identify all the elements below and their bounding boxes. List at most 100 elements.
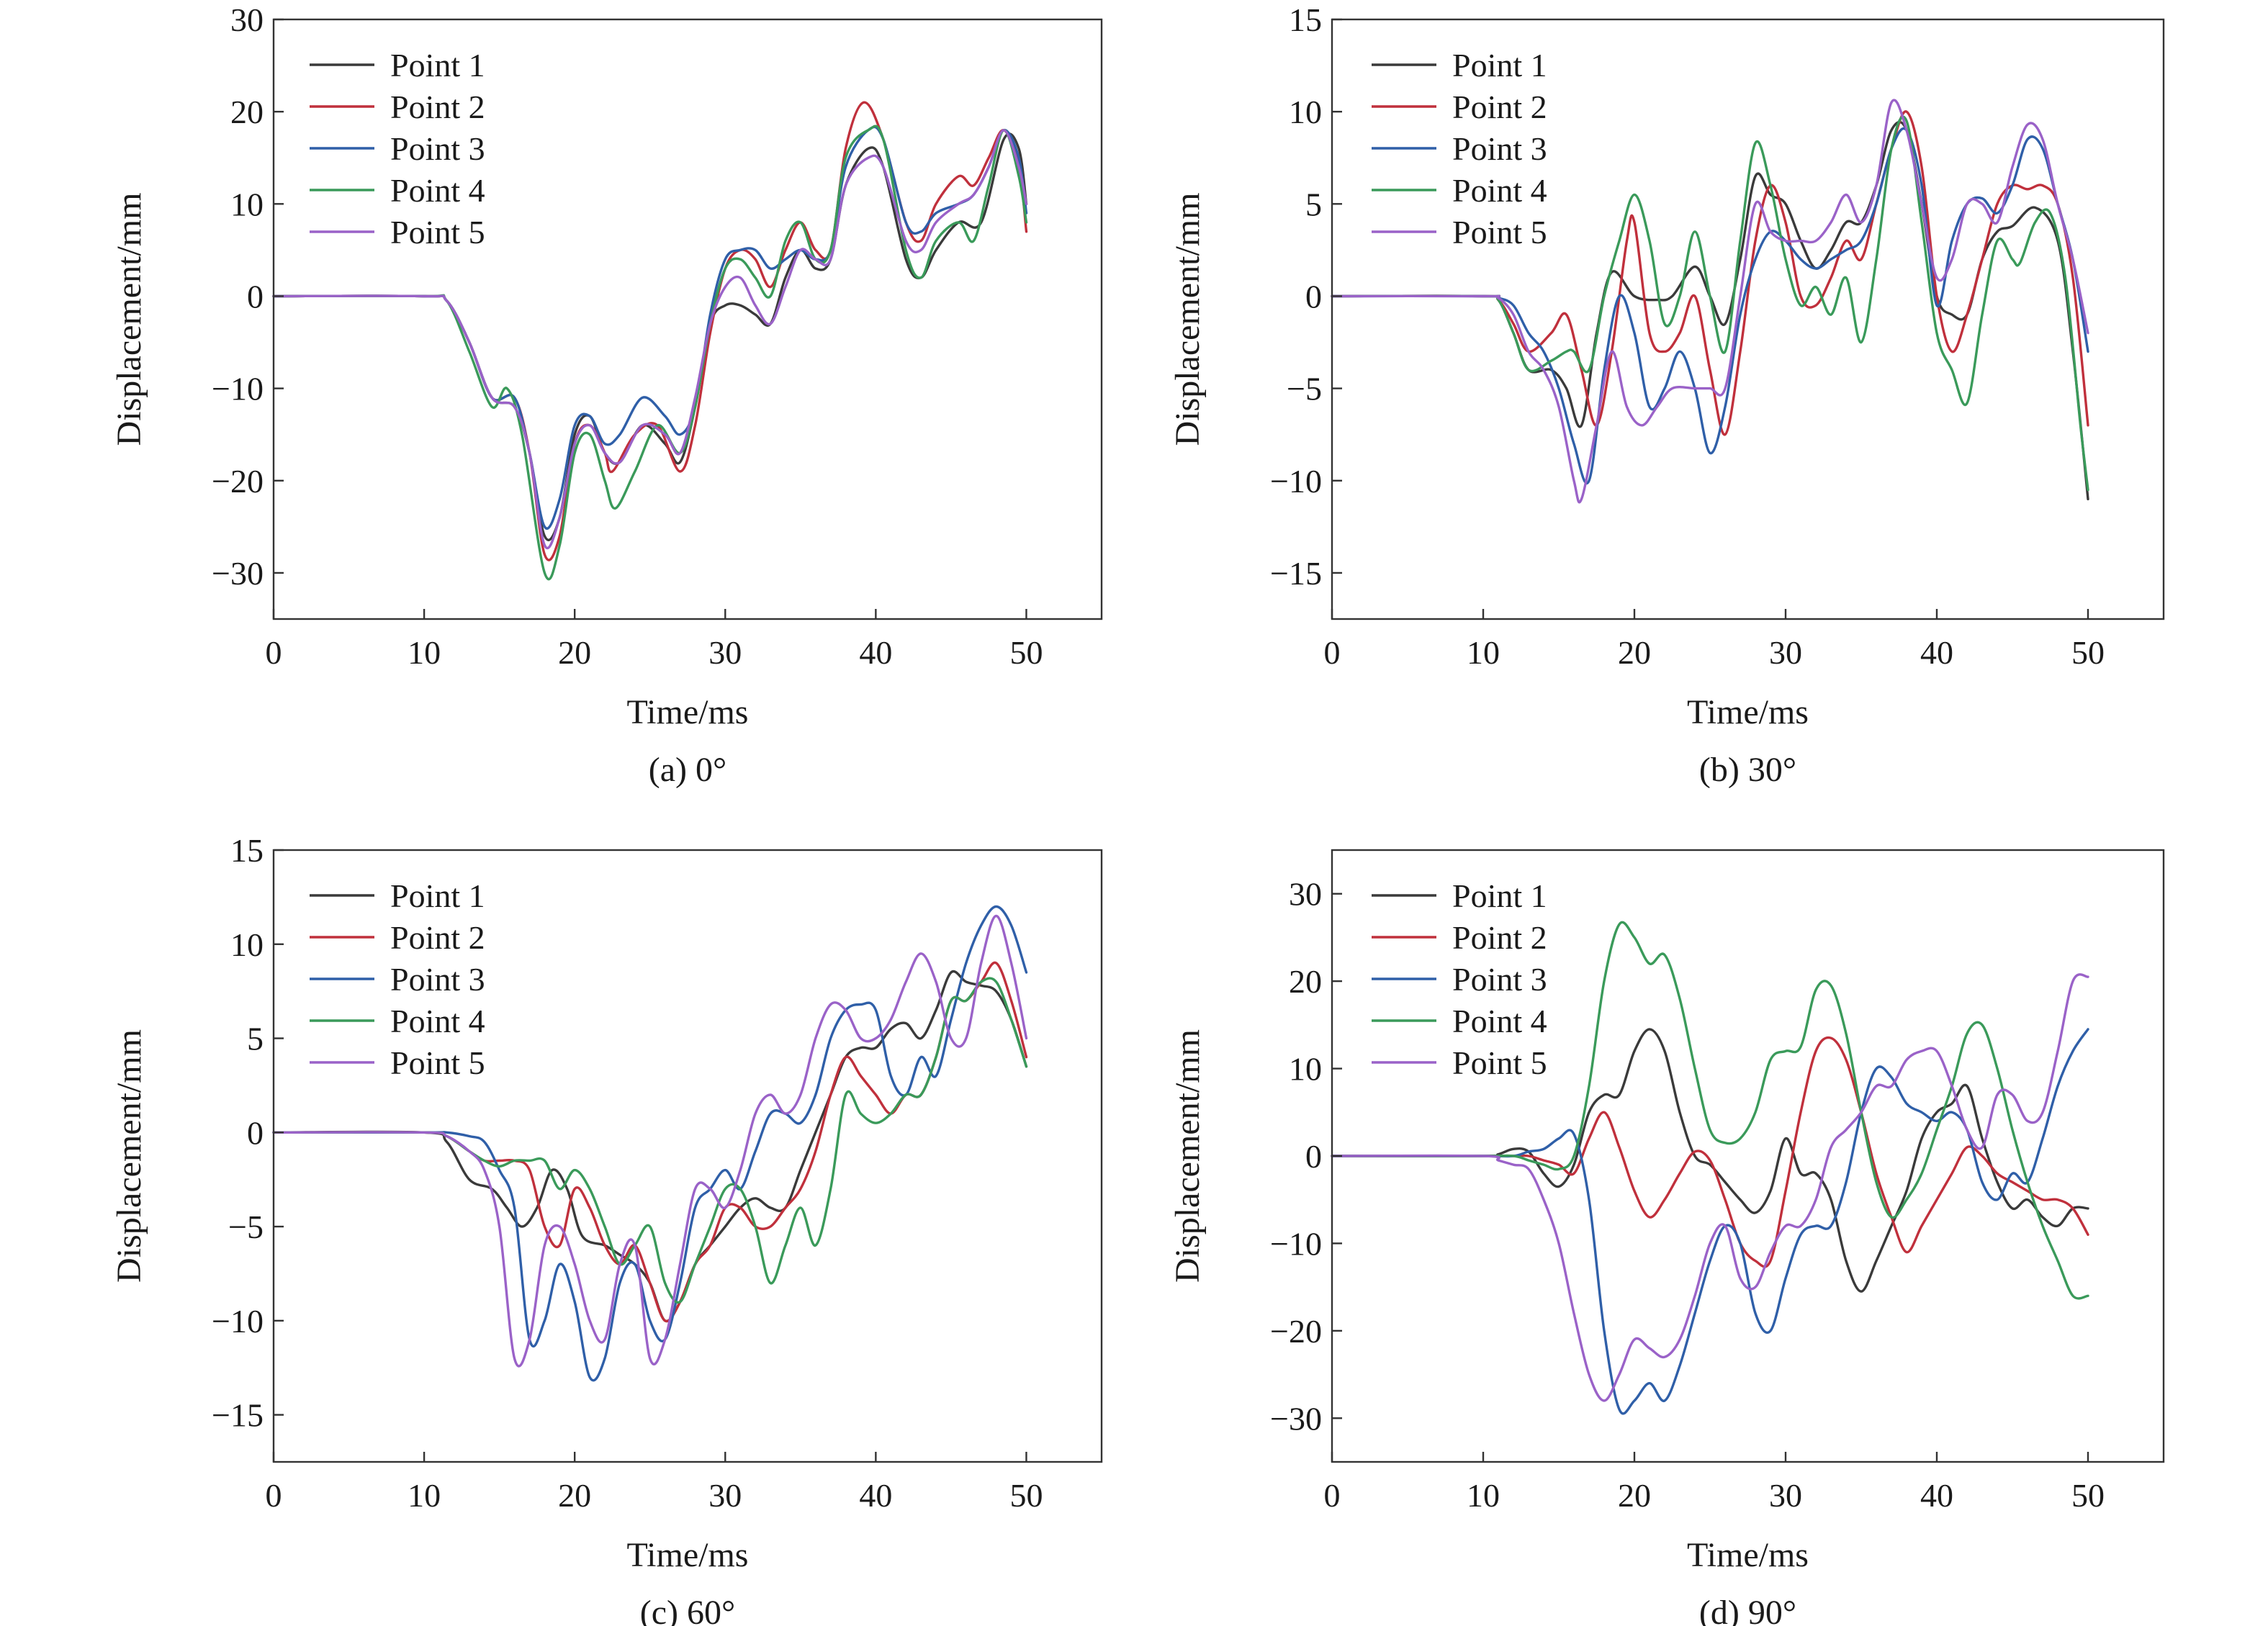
series-line-point-5 [1331,973,2089,1402]
series-lines [1331,921,2089,1415]
y-tick-label: −15 [212,1397,264,1434]
x-tick-label: 10 [1467,634,1500,671]
y-tick-label: −10 [1270,463,1322,500]
x-tick-label: 30 [708,634,742,671]
y-tick-label: 10 [230,186,264,222]
y-tick-label: 30 [1289,876,1322,913]
series-lines [1331,99,2089,504]
series-line-point-3 [1331,127,2089,484]
y-tick-label: −20 [212,463,264,500]
legend-label: Point 5 [1452,214,1547,250]
x-tick-label: 10 [408,634,441,671]
y-tick-label: 5 [1305,186,1322,222]
y-tick-label: 0 [1305,1138,1322,1175]
x-tick-label: 0 [1324,1477,1341,1514]
series-line-point-1 [272,132,1028,541]
y-axis-title: Displacement/mm [1169,1029,1207,1283]
x-tick-label: 0 [266,634,282,671]
legend-label: Point 2 [1452,89,1547,125]
plot-frame [272,849,1103,1463]
series-lines [272,101,1028,581]
series-line-point-4 [1331,921,2089,1300]
y-tick-label: −10 [1270,1225,1322,1262]
series-line-point-5 [1331,99,2089,504]
x-tick-label: 20 [558,634,591,671]
legend-label: Point 2 [1452,919,1547,956]
y-tick-label: −15 [1270,555,1322,592]
x-tick-label: 40 [1920,1477,1953,1514]
series-line-point-4 [272,125,1028,581]
y-tick-label: −10 [212,371,264,407]
panel-caption: (b) 30° [1699,751,1796,789]
plot-frame [272,18,1103,620]
y-tick-label: 10 [1289,1051,1322,1088]
legend: Point 1 Point 2 Point 3 Point 4 Point 5 [310,877,485,1081]
x-tick-label: 40 [859,1477,892,1514]
y-tick-label: −20 [1270,1313,1322,1350]
legend-label: Point 1 [1452,877,1547,914]
legend-label: Point 3 [390,961,485,998]
series-line-point-5 [272,914,1028,1368]
x-tick-label: 20 [1618,1477,1651,1514]
legend-label: Point 4 [390,172,485,209]
legend: Point 1 Point 2 Point 3 Point 4 Point 5 [310,47,485,250]
panel-caption: (d) 90° [1699,1594,1796,1626]
series-line-point-1 [1331,120,2089,501]
y-axis-title: Displacement/mm [110,193,148,446]
series-line-point-4 [1331,115,2089,492]
legend-label: Point 5 [1452,1044,1547,1081]
y-tick-label: 5 [247,1021,264,1057]
y-tick-label: 0 [247,1114,264,1151]
legend-label: Point 4 [1452,172,1547,209]
y-tick-label: −30 [1270,1400,1322,1437]
y-tick-label: 20 [230,94,264,130]
y-tick-label: −5 [1287,371,1322,407]
y-tick-label: −5 [228,1209,264,1245]
y-tick-label: 30 [230,1,264,38]
panel-a: 0 10 20 30 40 50 −30 −20 −10 0 10 20 30 Time/ms Displa… [110,1,1103,789]
y-tick-label: 10 [230,926,264,963]
legend: Point 1 Point 2 Point 3 Point 4 Point 5 [1372,47,1547,250]
x-axis-title: Time/ms [627,693,749,731]
legend-label: Point 2 [390,919,485,956]
x-tick-label: 20 [1618,634,1651,671]
x-tick-label: 30 [708,1477,742,1514]
x-tick-label: 40 [1920,634,1953,671]
legend-label: Point 2 [390,89,485,125]
panel-c: 0 10 20 30 40 50 −15 −10 −5 0 5 10 15 Time/ms Displace… [110,832,1103,1626]
x-tick-label: 30 [1769,1477,1802,1514]
legend-label: Point 4 [1452,1003,1547,1039]
x-tick-label: 40 [859,634,892,671]
y-tick-label: 15 [1289,1,1322,38]
legend-label: Point 5 [390,1044,485,1081]
plot-frame [1331,18,2165,620]
legend-label: Point 1 [390,47,485,83]
panel-caption: (c) 60° [640,1594,735,1626]
x-tick-label: 50 [2071,634,2105,671]
x-axis-title: Time/ms [627,1536,749,1574]
series-lines [272,905,1028,1382]
y-tick-label: −30 [212,555,264,592]
y-tick-label: 15 [230,832,264,869]
series-line-point-5 [272,129,1028,550]
x-tick-label: 0 [1324,634,1341,671]
x-tick-label: 10 [408,1477,441,1514]
legend-label: Point 4 [390,1003,485,1039]
series-line-point-1 [1331,1028,2089,1293]
x-tick-label: 10 [1467,1477,1500,1514]
series-line-point-2 [1331,110,2089,436]
x-tick-label: 0 [266,1477,282,1514]
legend-label: Point 1 [1452,47,1547,83]
series-line-point-2 [272,961,1028,1323]
series-line-point-3 [272,905,1028,1382]
x-tick-label: 30 [1769,634,1802,671]
series-line-point-2 [1331,1036,2089,1268]
x-tick-label: 50 [1009,1477,1043,1514]
y-tick-label: 0 [1305,278,1322,315]
legend-label: Point 1 [390,877,485,914]
y-tick-label: −10 [212,1303,264,1340]
series-line-point-4 [272,977,1028,1304]
legend-label: Point 3 [1452,961,1547,998]
y-axis-title: Displacement/mm [110,1029,148,1283]
